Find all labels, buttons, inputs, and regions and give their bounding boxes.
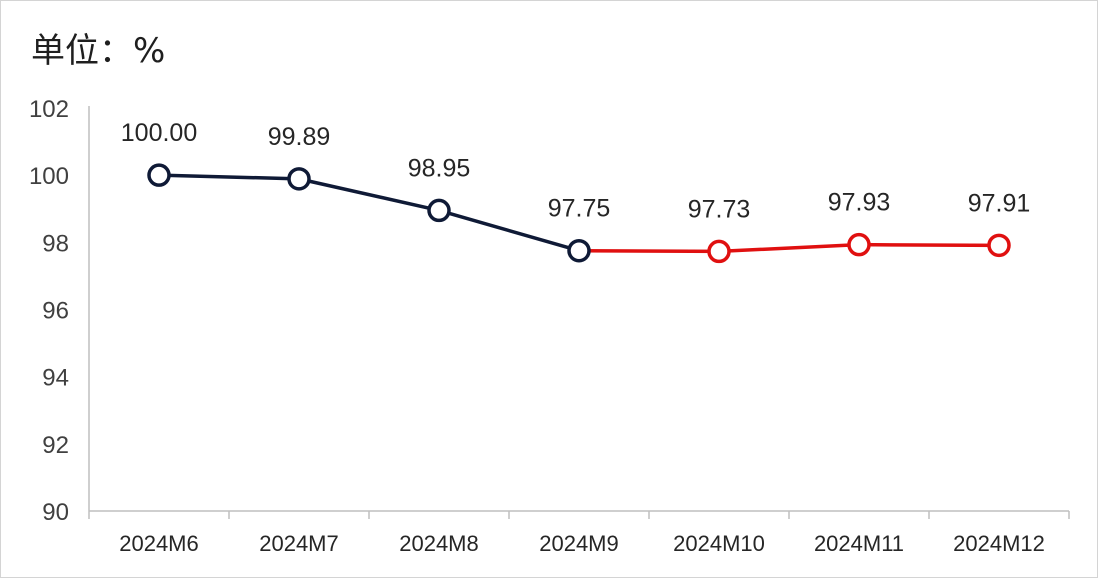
data-label: 97.75	[548, 195, 611, 223]
data-point	[849, 235, 869, 255]
series-line-segment	[299, 179, 439, 211]
data-point	[989, 235, 1009, 255]
data-point	[709, 241, 729, 261]
series-line-segment	[579, 251, 719, 252]
series-line-segment	[859, 245, 999, 246]
data-point	[569, 241, 589, 261]
x-tick-label: 2024M6	[119, 531, 199, 556]
series-line-segment	[719, 245, 859, 252]
x-tick-label: 2024M10	[673, 531, 765, 556]
y-tick-label: 96	[42, 298, 69, 325]
data-label: 100.00	[121, 119, 197, 147]
x-tick-label: 2024M8	[399, 531, 479, 556]
data-label: 98.95	[408, 154, 471, 182]
data-label: 99.89	[268, 123, 331, 151]
data-point	[289, 169, 309, 189]
y-tick-label: 98	[42, 230, 69, 257]
y-tick-label: 94	[42, 365, 69, 392]
x-tick-label: 2024M11	[814, 531, 904, 556]
data-label: 97.91	[968, 189, 1031, 217]
data-label: 97.73	[688, 195, 751, 223]
x-tick-label: 2024M7	[259, 531, 339, 556]
y-tick-label: 92	[42, 432, 69, 459]
series-line-segment	[159, 175, 299, 179]
y-tick-label: 90	[42, 499, 69, 526]
data-point	[149, 165, 169, 185]
x-tick-label: 2024M12	[953, 531, 1045, 556]
x-tick-label: 2024M9	[539, 531, 619, 556]
y-tick-label: 100	[29, 163, 69, 190]
y-tick-label: 102	[29, 96, 69, 123]
data-label: 97.93	[828, 189, 891, 217]
data-point	[429, 200, 449, 220]
